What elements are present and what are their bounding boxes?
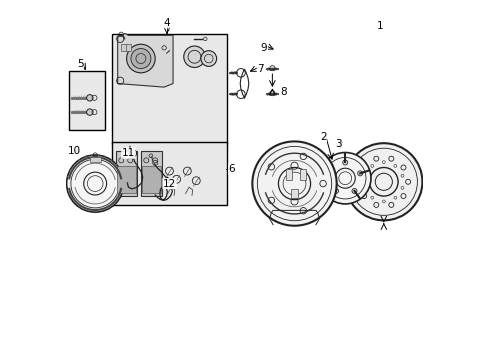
Circle shape <box>319 153 370 204</box>
Circle shape <box>342 160 347 165</box>
Circle shape <box>252 141 336 226</box>
Text: 7: 7 <box>257 64 264 74</box>
Circle shape <box>333 188 338 193</box>
Circle shape <box>129 150 136 157</box>
Circle shape <box>351 188 356 193</box>
Bar <box>290 189 298 198</box>
Bar <box>121 44 126 51</box>
Circle shape <box>86 95 93 101</box>
Bar <box>117 166 136 193</box>
Bar <box>125 44 131 51</box>
Text: 4: 4 <box>163 18 170 28</box>
Polygon shape <box>118 33 173 87</box>
Circle shape <box>126 44 155 73</box>
Circle shape <box>183 46 205 67</box>
Bar <box>112 143 226 205</box>
Bar <box>141 152 162 196</box>
Bar <box>285 169 291 180</box>
Circle shape <box>131 49 151 68</box>
Text: 1: 1 <box>376 21 383 31</box>
Circle shape <box>201 51 216 66</box>
Text: 3: 3 <box>334 139 341 149</box>
Bar <box>116 152 137 196</box>
Circle shape <box>345 143 422 220</box>
Bar <box>90 157 101 162</box>
Text: 8: 8 <box>279 87 286 98</box>
Circle shape <box>66 155 123 212</box>
Text: 12: 12 <box>163 179 176 189</box>
Text: 2: 2 <box>319 132 325 142</box>
Text: 6: 6 <box>228 164 235 174</box>
Text: 9: 9 <box>260 43 267 53</box>
Circle shape <box>86 109 93 115</box>
Circle shape <box>327 171 332 176</box>
Text: 5: 5 <box>77 59 83 69</box>
Bar <box>69 71 105 130</box>
Bar <box>299 169 305 180</box>
Text: 10: 10 <box>68 147 81 157</box>
Circle shape <box>357 171 362 176</box>
Bar <box>142 166 161 193</box>
Bar <box>112 33 226 144</box>
Text: 11: 11 <box>122 148 135 158</box>
